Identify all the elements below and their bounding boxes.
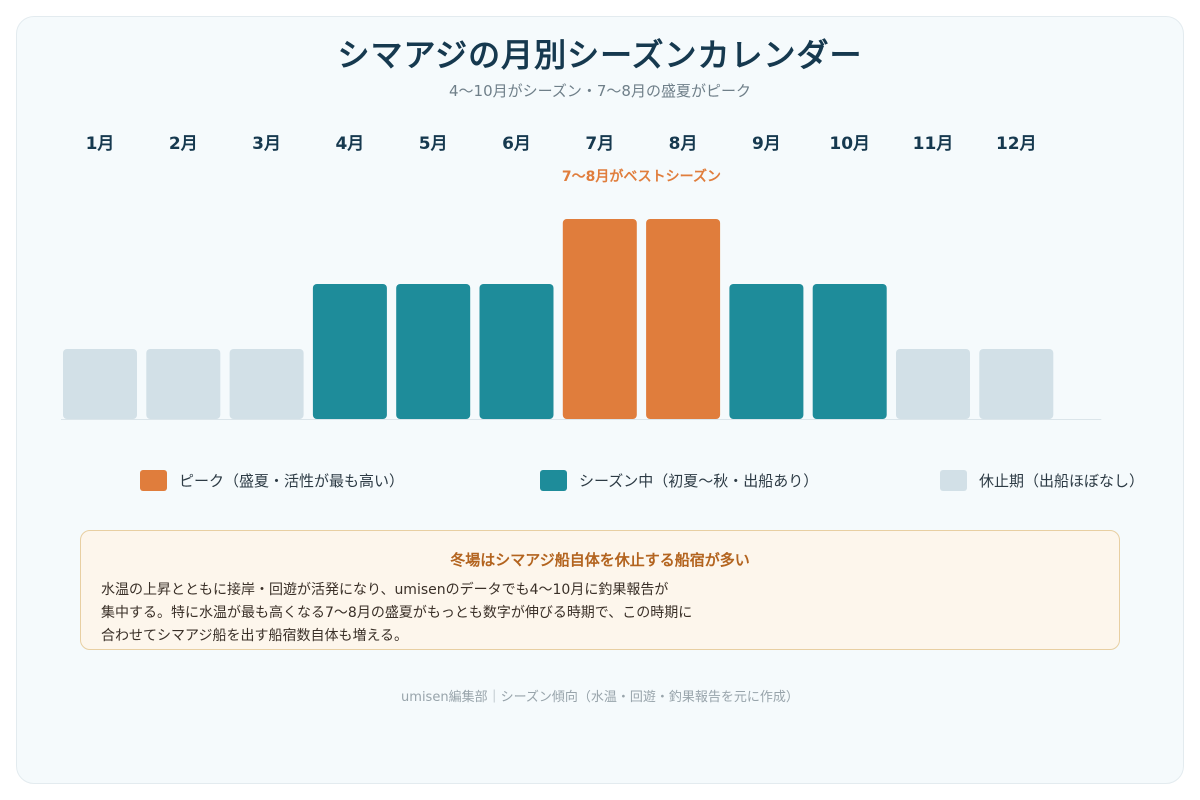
- legend-label-off: 休止期（出船ほぼなし）: [979, 471, 1145, 490]
- month-label: 10月: [829, 134, 870, 154]
- month-label: 6月: [502, 134, 531, 154]
- bar-4-season: [312, 284, 387, 419]
- bar-5-season: [396, 284, 471, 419]
- source-footer: umisen編集部｜シーズン傾向（水温・回遊・釣果報告を元に作成）: [401, 690, 799, 705]
- legend-item-season: シーズン中（初夏〜秋・出船あり）: [540, 468, 818, 492]
- bar-8-peak: [646, 219, 721, 419]
- bar-11-off: [896, 349, 970, 419]
- bar-12-off: [979, 349, 1054, 419]
- bar-3-off: [229, 349, 304, 419]
- legend-swatch-off: [940, 469, 967, 491]
- note-line: 集中する。特に水温が最も高くなる7〜8月の盛夏がもっとも数字が伸びる時期で、この…: [101, 605, 693, 621]
- bar-10-season: [812, 284, 887, 419]
- month-label: 9月: [752, 134, 781, 154]
- month-label: 1月: [86, 134, 115, 154]
- month-label: 2月: [169, 134, 198, 154]
- legend-item-off: 休止期（出船ほぼなし）: [940, 468, 1144, 492]
- month-label: 7月: [585, 134, 614, 154]
- bar-2-off: [146, 349, 221, 419]
- peak-annotation: 7〜8月がベストシーズン: [562, 168, 721, 185]
- month-label: 8月: [669, 134, 698, 154]
- note-line: 合わせてシマアジ船を出す船宿数自体も増える。: [101, 628, 409, 644]
- bar-7-peak: [562, 219, 637, 419]
- chart-title: シマアジの月別シーズンカレンダー: [337, 36, 863, 74]
- legend-item-peak: ピーク（盛夏・活性が最も高い）: [140, 468, 404, 492]
- month-label: 11月: [913, 134, 954, 154]
- bar-6-season: [479, 284, 554, 419]
- note-box: 冬場はシマアジ船自体を休止する船宿が多い 水温の上昇とともに接岸・回遊が活発にな…: [80, 530, 1120, 650]
- month-label: 3月: [252, 134, 281, 154]
- chart-subtitle: 4〜10月がシーズン・7〜8月の盛夏がピーク: [449, 82, 751, 100]
- month-label: 12月: [996, 134, 1037, 154]
- legend-swatch-season: [540, 469, 567, 491]
- season-bar-chart: 1月 2月 3月 4月 5月 6月 7月 8月 9月 10月 11月 12月 7〜8月がベストシーズン: [61, 134, 1102, 420]
- month-label: 4月: [335, 134, 364, 154]
- note-line: 水温の上昇とともに接岸・回遊が活発になり、umisenのデータでも4〜10月に釣…: [101, 582, 669, 598]
- note-title: 冬場はシマアジ船自体を休止する船宿が多い: [450, 551, 750, 569]
- bar-9-season: [729, 284, 804, 419]
- legend-label-peak: ピーク（盛夏・活性が最も高い）: [179, 471, 405, 490]
- legend-label-season: シーズン中（初夏〜秋・出船あり）: [579, 471, 819, 490]
- legend-swatch-peak: [140, 469, 167, 491]
- month-label: 5月: [419, 134, 448, 154]
- note-body: 水温の上昇とともに接岸・回遊が活発になり、umisenのデータでも4〜10月に釣…: [101, 579, 801, 648]
- bar-1-off: [63, 349, 137, 419]
